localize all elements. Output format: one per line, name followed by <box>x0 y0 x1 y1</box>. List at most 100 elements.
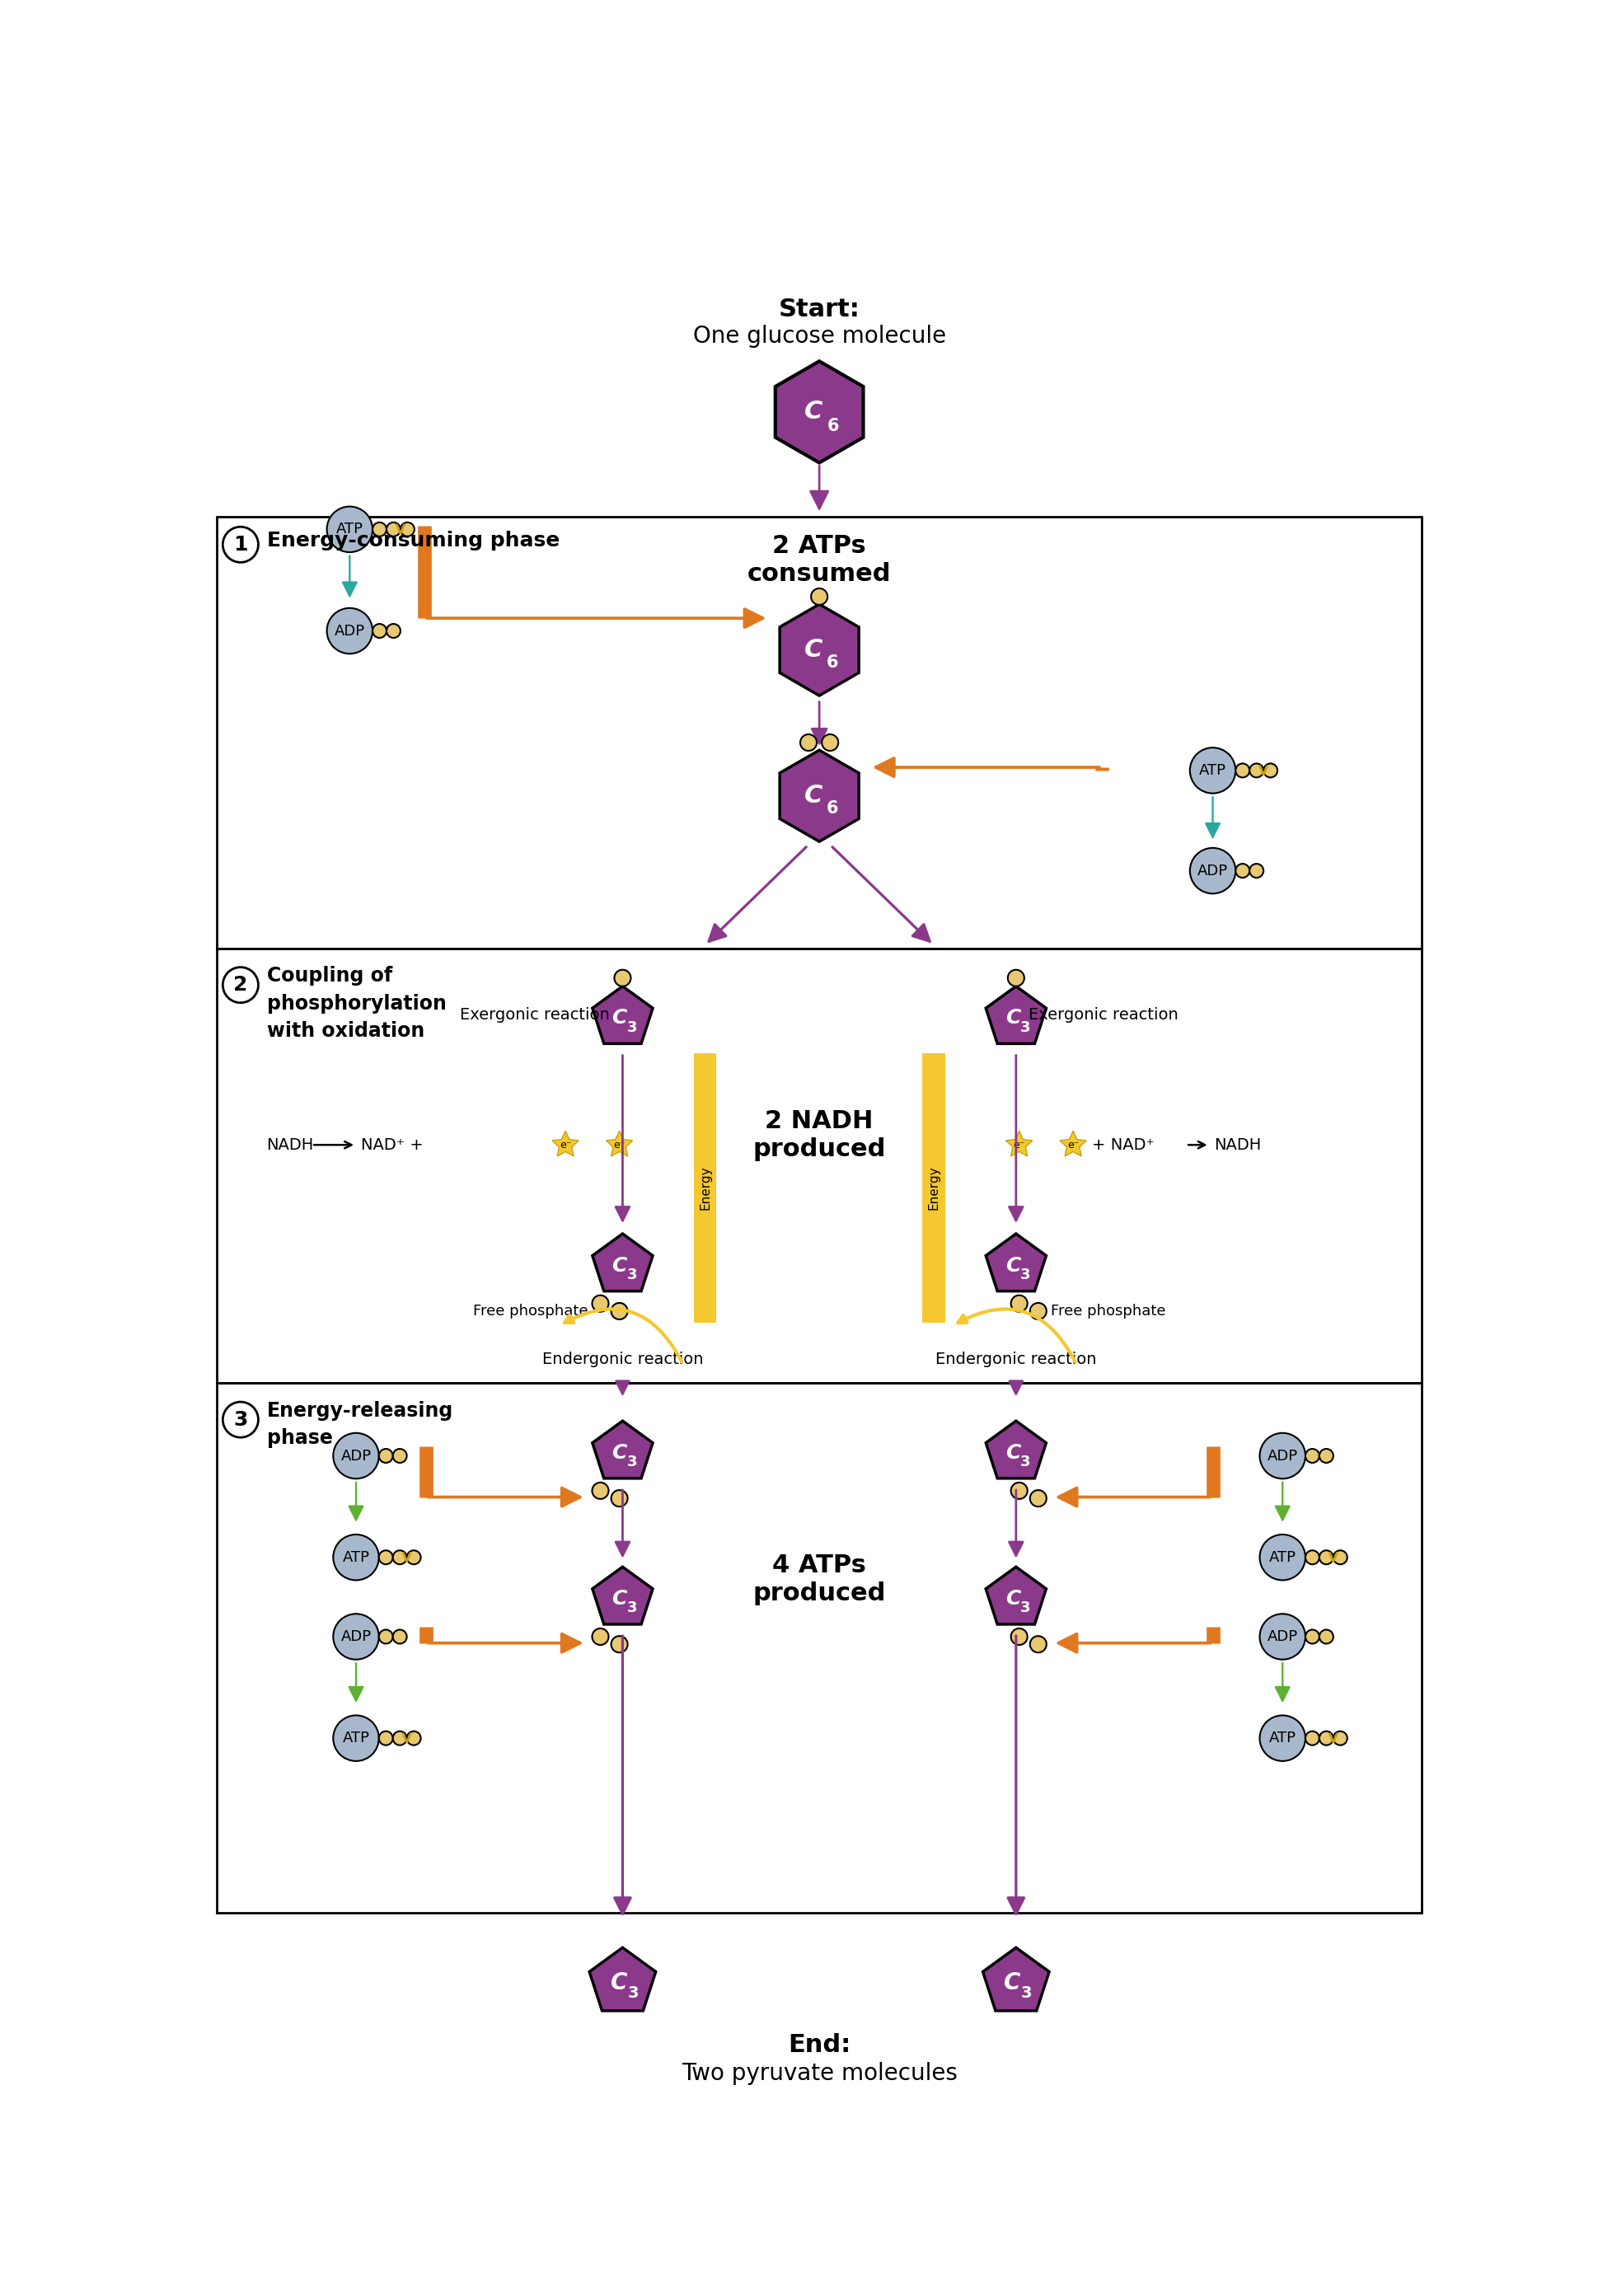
Circle shape <box>393 1731 407 1745</box>
Circle shape <box>614 969 631 987</box>
Circle shape <box>1320 1630 1333 1644</box>
Circle shape <box>393 1630 407 1644</box>
Text: C: C <box>1005 1589 1021 1609</box>
Circle shape <box>1264 765 1277 778</box>
Text: 3: 3 <box>626 1267 638 1283</box>
Circle shape <box>610 1302 628 1320</box>
Circle shape <box>222 967 259 1003</box>
Text: C: C <box>610 1970 628 1993</box>
Circle shape <box>1191 748 1235 794</box>
Circle shape <box>393 1550 407 1564</box>
Circle shape <box>1031 1490 1047 1506</box>
Text: ATP: ATP <box>1198 762 1226 778</box>
Text: Energy-releasing
phase: Energy-releasing phase <box>267 1401 454 1449</box>
Circle shape <box>387 625 401 638</box>
Text: 3: 3 <box>1021 1267 1031 1283</box>
Circle shape <box>812 588 828 604</box>
Polygon shape <box>775 360 863 464</box>
Circle shape <box>407 1550 420 1564</box>
Circle shape <box>1306 1550 1320 1564</box>
Circle shape <box>222 1403 259 1437</box>
Text: NAD⁺ +: NAD⁺ + <box>361 1137 423 1153</box>
Bar <box>216 1382 1422 1913</box>
Text: C: C <box>1005 1256 1021 1274</box>
Text: 3: 3 <box>1021 1600 1031 1616</box>
Circle shape <box>407 1731 420 1745</box>
Circle shape <box>393 1449 407 1463</box>
Text: C: C <box>804 400 823 425</box>
Circle shape <box>1012 1628 1028 1644</box>
Text: e⁻: e⁻ <box>1067 1139 1079 1150</box>
Text: 3: 3 <box>1021 1019 1031 1035</box>
Text: C: C <box>1005 1442 1021 1463</box>
Polygon shape <box>986 1566 1047 1623</box>
Polygon shape <box>593 987 652 1045</box>
Text: Endergonic reaction: Endergonic reaction <box>542 1352 703 1366</box>
Text: e⁻: e⁻ <box>559 1139 572 1150</box>
Text: 6: 6 <box>826 654 837 670</box>
Text: Energy: Energy <box>927 1166 940 1210</box>
Text: Free phosphate: Free phosphate <box>1051 1304 1167 1318</box>
Circle shape <box>372 625 387 638</box>
Text: 3: 3 <box>628 1986 639 2000</box>
Text: C: C <box>612 1008 626 1029</box>
Circle shape <box>1320 1731 1333 1745</box>
Text: ADP: ADP <box>1197 863 1227 877</box>
Polygon shape <box>593 1233 652 1290</box>
Circle shape <box>1191 847 1235 893</box>
Circle shape <box>593 1295 609 1311</box>
Circle shape <box>1333 1731 1347 1745</box>
Text: 6: 6 <box>826 801 837 817</box>
Text: 2: 2 <box>233 976 248 994</box>
Polygon shape <box>780 751 858 843</box>
Circle shape <box>334 1534 379 1580</box>
Text: 2 ATPs
consumed: 2 ATPs consumed <box>748 535 892 585</box>
Text: One glucose molecule: One glucose molecule <box>694 326 946 349</box>
Circle shape <box>1250 863 1264 877</box>
Bar <box>922 1054 944 1322</box>
Circle shape <box>1306 1731 1320 1745</box>
Text: C: C <box>804 783 823 808</box>
Text: Two pyruvate molecules: Two pyruvate molecules <box>681 2062 957 2085</box>
Text: 6: 6 <box>828 418 839 434</box>
Polygon shape <box>780 604 858 696</box>
Bar <box>216 948 1422 1382</box>
Circle shape <box>222 526 259 563</box>
Circle shape <box>1012 1295 1028 1311</box>
Circle shape <box>1259 1614 1306 1660</box>
Polygon shape <box>593 1421 652 1479</box>
Text: Energy-consuming phase: Energy-consuming phase <box>267 530 559 551</box>
Text: Coupling of
phosphorylation
with oxidation: Coupling of phosphorylation with oxidati… <box>267 967 447 1040</box>
Bar <box>216 517 1422 948</box>
Text: End:: End: <box>788 2034 850 2057</box>
Text: Exergonic reaction: Exergonic reaction <box>460 1008 610 1022</box>
Circle shape <box>328 608 372 654</box>
Circle shape <box>379 1630 393 1644</box>
Polygon shape <box>606 1132 633 1157</box>
Circle shape <box>1012 1483 1028 1499</box>
Circle shape <box>401 523 414 537</box>
Text: C: C <box>612 1442 626 1463</box>
Text: e⁻: e⁻ <box>614 1139 625 1150</box>
Text: ATP: ATP <box>1269 1731 1296 1745</box>
Circle shape <box>334 1715 379 1761</box>
Text: e⁻: e⁻ <box>1013 1139 1024 1150</box>
Polygon shape <box>986 1233 1047 1290</box>
Circle shape <box>1306 1630 1320 1644</box>
Text: Free phosphate: Free phosphate <box>473 1304 588 1318</box>
Circle shape <box>1008 969 1024 987</box>
Text: NADH: NADH <box>1214 1137 1261 1153</box>
Circle shape <box>1320 1449 1333 1463</box>
Circle shape <box>334 1433 379 1479</box>
Polygon shape <box>590 1947 655 2011</box>
Polygon shape <box>593 1566 652 1623</box>
Polygon shape <box>1005 1132 1032 1157</box>
Circle shape <box>379 1449 393 1463</box>
Circle shape <box>610 1637 628 1653</box>
Circle shape <box>1250 765 1264 778</box>
Circle shape <box>1031 1302 1047 1320</box>
Circle shape <box>801 735 817 751</box>
Circle shape <box>1235 863 1250 877</box>
Circle shape <box>1333 1550 1347 1564</box>
Text: 3: 3 <box>626 1456 638 1469</box>
